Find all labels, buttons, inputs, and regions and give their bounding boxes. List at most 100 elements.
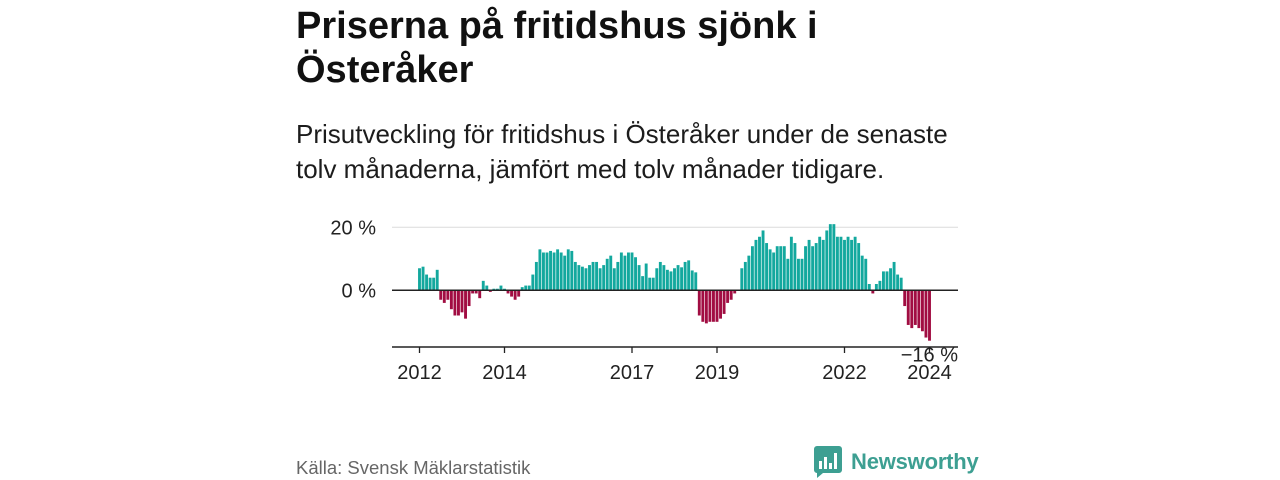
bar-2017-06: [648, 277, 652, 291]
bar-2016-01: [588, 265, 591, 291]
bar-2017-10: [662, 265, 666, 291]
bar-2021-10: [832, 224, 836, 291]
bar-2023-09: [913, 290, 917, 325]
bar-2019-03: [722, 290, 726, 314]
bar-2012-11: [453, 290, 457, 316]
bar-2016-08: [612, 268, 616, 291]
bar-2021-08: [825, 230, 829, 291]
bar-2013-04: [471, 290, 475, 294]
bar-2022-08: [867, 284, 871, 291]
bar-2014-07: [524, 285, 528, 291]
bar-2017-08: [655, 268, 659, 291]
bar-2015-08: [570, 250, 574, 291]
bar-2018-09: [701, 290, 705, 322]
bar-2013-02: [464, 290, 467, 319]
bar-2018-10: [704, 290, 708, 324]
bar-2023-11: [920, 290, 924, 332]
bar-2012-08: [442, 290, 446, 303]
bar-2015-05: [559, 252, 563, 291]
bar-2017-01: [630, 252, 634, 291]
bar-2018-06: [690, 270, 694, 291]
bar-2023-08: [910, 290, 914, 329]
x-tick-label: 2024: [907, 362, 952, 384]
y-tick-label: 20 %: [330, 217, 376, 239]
bar-2013-01: [460, 290, 464, 313]
chart-title: Priserna på fritidshus sjönk i Österåker: [296, 5, 818, 91]
bar-2016-05: [602, 265, 606, 291]
bar-2012-06: [435, 269, 439, 291]
axis-labels: 20 % 0 % 2012 2014 2017 2019 2022 2024−16 %: [330, 217, 958, 384]
bar-2015-09: [573, 261, 577, 291]
bar-2021-03: [807, 239, 811, 291]
bar-2014-05: [517, 290, 521, 297]
bar-2021-09: [828, 224, 832, 291]
bar-2022-09: [871, 290, 875, 294]
bar-2018-01: [673, 268, 676, 291]
y-tick-label: 0 %: [342, 280, 377, 302]
bar-2022-12: [882, 271, 885, 291]
bar-2019-04: [726, 290, 730, 303]
bar-2020-01: [758, 236, 761, 291]
bar-2017-04: [641, 276, 645, 291]
bar-2020-04: [768, 249, 772, 291]
bar-2012-01: [418, 268, 421, 291]
bar-2018-04: [683, 261, 687, 291]
bar-2023-04: [896, 274, 900, 291]
bars: [418, 224, 931, 341]
bar-2014-11: [538, 249, 542, 291]
bar-2022-10: [874, 284, 878, 291]
bar-2018-08: [697, 290, 701, 316]
bar-2016-02: [591, 261, 595, 291]
bar-2021-01: [800, 258, 804, 291]
bar-2020-12: [797, 258, 800, 291]
bar-2023-02: [889, 268, 892, 291]
bar-2015-07: [566, 249, 570, 291]
bar-2020-03: [765, 243, 769, 291]
bar-2012-12: [457, 290, 460, 316]
bar-2020-02: [761, 230, 765, 291]
bar-2021-11: [835, 236, 839, 291]
bar-2012-04: [428, 277, 432, 291]
bar-2017-12: [669, 271, 673, 291]
bar-2013-09: [488, 290, 492, 292]
bar-2018-07: [694, 272, 698, 291]
bar-2014-09: [531, 274, 535, 291]
bar-2023-06: [903, 290, 907, 307]
bar-2014-08: [527, 285, 531, 291]
bar-2013-11: [495, 288, 499, 291]
bar-2021-06: [818, 236, 822, 291]
bar-2014-06: [520, 287, 524, 291]
bar-2019-02: [719, 290, 722, 319]
bar-2018-02: [676, 265, 680, 291]
bar-2017-07: [651, 277, 655, 291]
bar-2016-04: [598, 268, 602, 291]
bar-2013-08: [485, 285, 489, 291]
bar-2014-12: [542, 252, 545, 291]
bar-2019-10: [747, 255, 751, 291]
bar-2015-01: [545, 252, 549, 291]
bar-2012-03: [425, 274, 429, 291]
bar-2023-10: [917, 290, 921, 329]
bar-2016-11: [623, 255, 627, 291]
bar-2017-09: [658, 261, 662, 291]
bar-2020-11: [793, 243, 797, 291]
bar-2015-12: [584, 268, 588, 291]
bar-2015-06: [563, 255, 567, 291]
bar-2016-03: [595, 261, 599, 291]
bar-2012-02: [421, 266, 425, 291]
chart-subtitle: Prisutveckling för fritidshus i Österåke…: [296, 119, 948, 184]
x-tick-label: 2022: [822, 362, 867, 384]
bar-2020-08: [782, 246, 786, 291]
bar-2016-12: [627, 252, 630, 291]
bar-2022-07: [864, 258, 868, 291]
bar-2021-04: [811, 246, 815, 291]
bar-chart-speech-bubble-icon: [814, 446, 842, 478]
bar-2017-11: [665, 269, 669, 291]
bar-2012-05: [432, 277, 436, 291]
x-tick-label: 2017: [610, 362, 655, 384]
end-value-label: −16 %: [901, 345, 958, 367]
bar-2020-05: [772, 252, 776, 291]
bar-2013-12: [499, 285, 503, 291]
bar-2017-02: [634, 257, 637, 291]
x-tick-label: 2012: [397, 362, 442, 384]
